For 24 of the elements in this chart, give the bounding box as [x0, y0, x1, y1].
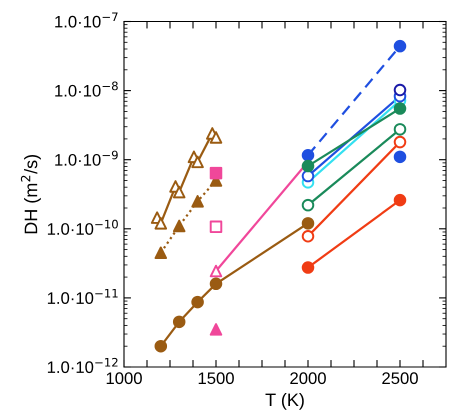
- x-tick-label: 1500: [198, 372, 234, 384]
- y-tick-label: 1.0·10$^{−12}$: [48, 358, 118, 374]
- y-tick-label: 1.0·10$^{−9}$: [55, 150, 118, 166]
- point: [154, 246, 168, 260]
- x-tick-label: 1000: [106, 372, 142, 384]
- point: [210, 323, 222, 336]
- point: [154, 217, 168, 230]
- point: [191, 195, 204, 208]
- point: [210, 220, 222, 234]
- point: [191, 156, 204, 168]
- y-tick-label: 1.0·10$^{−11}$: [48, 288, 118, 304]
- y-axis-title: DH (m$^{2}$/s): [20, 154, 41, 234]
- x-tick-label: 2000: [290, 372, 326, 384]
- point: [394, 150, 406, 164]
- x-tick-label: 2500: [382, 372, 418, 384]
- y-tick-label: 1.0·10$^{−7}$: [55, 12, 118, 28]
- y-tick-label: 1.0·10$^{−8}$: [55, 81, 118, 97]
- y-tick-label: 1.0·10$^{−10}$: [48, 220, 118, 235]
- point: [172, 186, 186, 198]
- x-axis-title: T (K): [266, 392, 304, 410]
- point: [210, 166, 222, 180]
- point: [210, 131, 222, 144]
- point: [172, 220, 186, 232]
- point: [394, 84, 406, 96]
